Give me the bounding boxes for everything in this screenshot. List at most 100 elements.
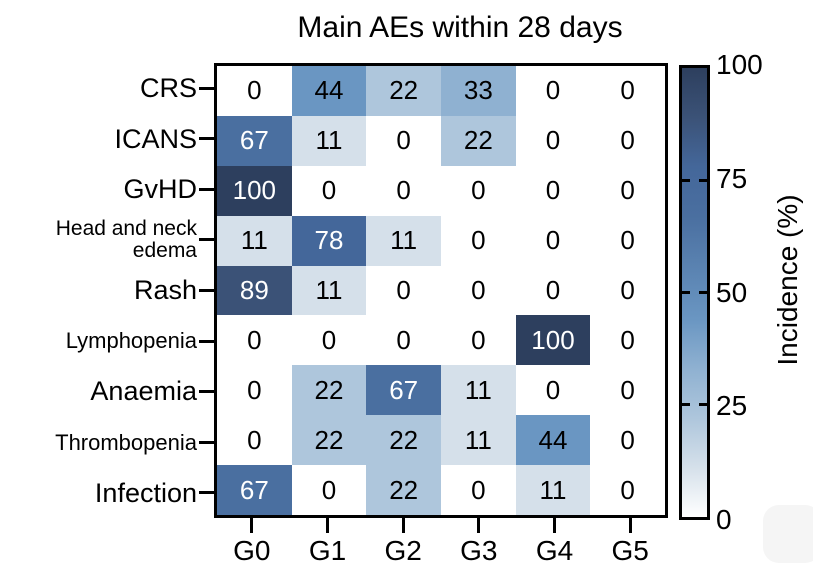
heatmap-cell: 67 [217,465,292,515]
heatmap-cell: 22 [291,365,367,416]
heatmap-cell: 0 [590,215,665,266]
heatmap-cell: 11 [217,215,292,266]
x-axis-tick [326,518,329,533]
x-tick-label: G2 [384,535,422,566]
y-axis-tick [199,289,214,292]
heatmap-cell: 0 [217,66,292,116]
heatmap: 0 44 22 33 0 0 67 11 0 22 0 0 100 0 0 0 0 0 11 78 11 0 0 0 89 11 0… [214,63,668,518]
heatmap-cell: 0 [515,215,591,266]
heatmap-cell: 0 [590,165,665,216]
heatmap-cell: 0 [590,315,665,366]
heatmap-cell: 0 [590,66,665,116]
heatmap-cell: 0 [590,465,665,515]
heatmap-cell: 0 [217,415,292,466]
heatmap-cell: 67 [217,115,292,166]
y-axis-tick [199,187,214,191]
heatmap-cell: 33 [440,66,516,116]
colorbar-tick-label: 0 [716,504,732,535]
colorbar-tick [699,291,707,294]
heatmap-cell: 22 [366,465,441,515]
colorbar-tick [699,403,707,407]
heatmap-cell: 0 [366,165,441,216]
heatmap-cell: 22 [440,115,516,166]
heatmap-cell: 0 [291,465,367,515]
y-axis-tick [199,339,214,343]
heatmap-cell: 0 [515,265,591,316]
heatmap-cell: 0 [515,165,591,216]
heatmap-cell: 100 [217,165,292,216]
heatmap-cell: 0 [590,415,665,466]
heatmap-cell: 0 [291,315,367,366]
heatmap-cell: 0 [440,215,516,266]
heatmap-cell: 0 [217,365,292,416]
heatmap-cell: 22 [366,66,441,116]
heatmap-cell: 0 [440,315,516,366]
row-label: CRS [139,73,197,104]
heatmap-cell: 0 [217,315,292,366]
row-label: Lymphopenia [65,328,197,354]
x-axis-tick [250,518,254,533]
heatmap-cell: 22 [291,415,367,466]
y-axis-tick [199,86,214,90]
row-label: Head and neck edema [55,216,197,262]
heatmap-cell: 100 [515,315,591,366]
heatmap-cell: 0 [515,66,591,116]
heatmap-cell: 0 [366,315,441,366]
heatmap-cell: 11 [515,465,591,515]
colorbar-axis-label: Incidence (%) [772,194,803,366]
chart-title: Main AEs within 28 days [297,11,623,44]
row-label: Infection [94,477,197,508]
y-axis-tick [199,238,214,242]
heatmap-cell: 0 [590,115,665,166]
heatmap-cell: 0 [590,365,665,416]
heatmap-cell: 11 [440,365,516,416]
y-axis-tick [199,491,214,495]
heatmap-cell: 0 [440,165,516,216]
colorbar-tick-label: 75 [716,162,748,194]
colorbar-tick-label: 25 [716,390,748,422]
x-tick-label: G4 [535,535,574,566]
x-axis-tick [477,518,481,533]
heatmap-cell: 0 [515,115,591,166]
colorbar [679,65,710,520]
x-tick-label: G1 [308,535,347,566]
colorbar-tick-label: 100 [716,49,763,80]
colorbar-tick [682,291,690,294]
x-axis-tick [628,518,632,533]
heatmap-cell: 0 [590,265,665,316]
x-axis-tick [553,518,556,533]
x-tick-label: G5 [611,535,649,566]
y-axis-tick [199,440,214,444]
heatmap-cell: 89 [217,265,292,316]
heatmap-cell: 44 [291,66,367,116]
heatmap-cell: 11 [291,115,367,166]
heatmap-cell: 11 [366,215,441,266]
x-tick-label: G0 [233,535,271,566]
x-axis-tick [401,518,405,533]
heatmap-cell: 0 [366,265,441,316]
heatmap-cell: 22 [366,415,441,466]
row-label: Thrombopenia [55,429,197,455]
heatmap-cell: 67 [366,365,441,416]
colorbar-tick [699,178,707,182]
colorbar-tick-label: 50 [716,276,748,308]
heatmap-cell: 0 [366,115,441,166]
corner-artifact [763,505,813,563]
heatmap-cell: 78 [291,215,367,266]
heatmap-cell: 0 [440,265,516,316]
heatmap-cell: 44 [515,415,591,466]
heatmap-cell: 11 [440,415,516,466]
row-label: Anaemia [90,376,197,407]
y-axis-tick [199,137,214,141]
heatmap-cell: 0 [440,465,516,515]
row-label: Rash [133,275,197,306]
row-label: ICANS [114,123,197,154]
row-label: GvHD [123,174,198,205]
colorbar-tick [682,178,690,182]
heatmap-cell: 0 [291,165,367,216]
colorbar-tick [682,403,690,407]
heatmap-cell: 0 [515,365,591,416]
y-axis-tick [199,390,214,394]
x-tick-label: G3 [460,535,498,566]
